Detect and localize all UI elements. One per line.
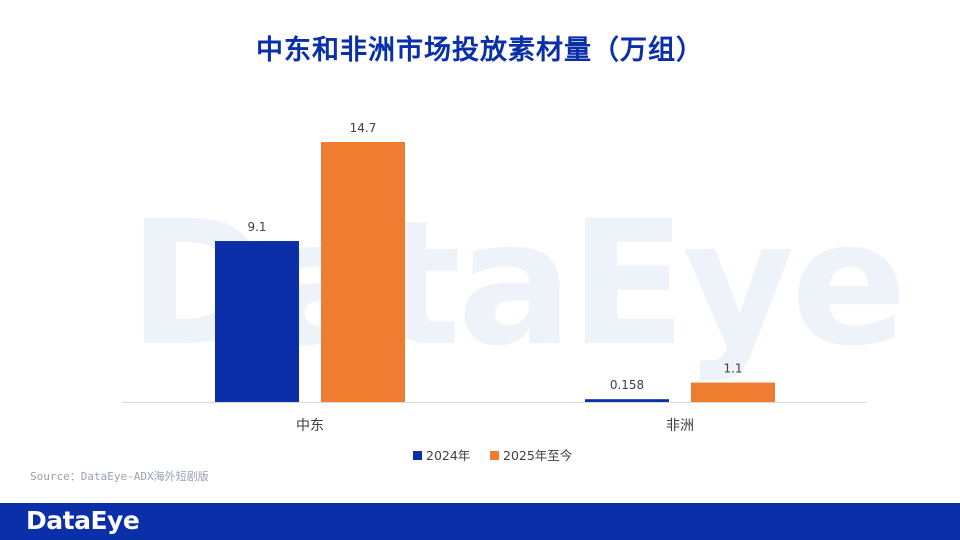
bar-chart: 9.1 14.7 中东 0.158 1.1 非洲 2024年 2025年至今 <box>122 121 866 463</box>
data-label: 0.158 <box>610 378 644 392</box>
legend-swatch-0 <box>413 451 422 460</box>
bar-2024-1 <box>585 399 669 402</box>
footer-logo: DataEye <box>26 506 140 535</box>
category-label: 中东 <box>296 418 324 434</box>
data-label: 9.1 <box>247 220 266 234</box>
source-note: Source：DataEye-ADX海外短剧版 <box>30 470 209 483</box>
footer-bar: DataEye <box>0 503 960 540</box>
data-label: 14.7 <box>350 121 377 135</box>
bar-2025-0 <box>321 142 405 402</box>
chart-title: 中东和非洲市场投放素材量（万组） <box>256 35 704 66</box>
legend-swatch-1 <box>490 451 499 460</box>
data-label: 1.1 <box>723 362 742 376</box>
category-label: 非洲 <box>666 418 694 434</box>
legend-label-1: 2025年至今 <box>503 448 573 463</box>
bar-2024-0 <box>215 241 299 402</box>
legend-label-0: 2024年 <box>426 448 470 463</box>
bar-2025-1 <box>691 382 775 402</box>
